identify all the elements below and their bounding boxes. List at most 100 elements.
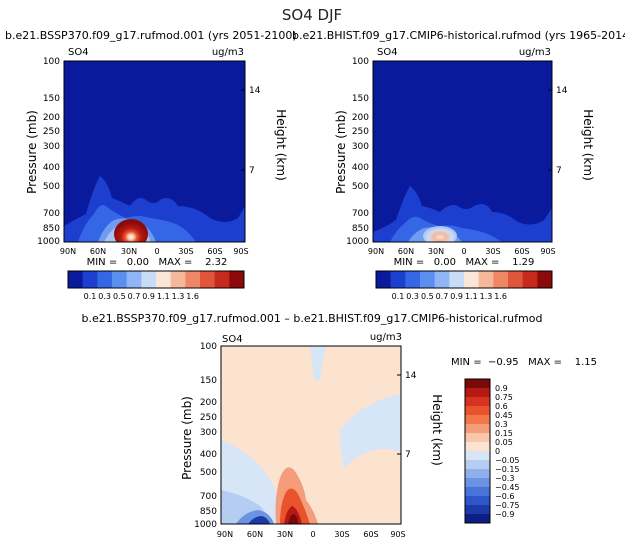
x-tick-label: 60S — [514, 247, 529, 256]
colorbar-label: 0 — [495, 447, 500, 456]
colorbar-label: 1.3 — [172, 292, 185, 301]
x-tick-label: 90S — [540, 247, 555, 256]
units-label: ug/m3 — [212, 47, 244, 58]
y-axis-right-label: Height (km) — [430, 394, 444, 465]
colorbar-swatch — [465, 388, 490, 398]
colorbar-label: 0.75 — [495, 393, 513, 402]
y-axis-height: 14 7 — [241, 86, 261, 176]
colorbar-label: 0.9 — [142, 292, 155, 301]
y-tick-label: 200 — [200, 398, 217, 408]
variable-label: SO4 — [222, 334, 243, 345]
heatmap-field — [64, 61, 245, 242]
x-tick-label: 90S — [233, 247, 248, 256]
colorbar-swatch — [465, 424, 490, 434]
colorbar-swatch — [465, 433, 490, 443]
colorbar-label: 0.05 — [495, 438, 513, 447]
colorbar-label: −0.05 — [495, 456, 520, 465]
y-tick-label: 700 — [200, 492, 217, 502]
colorbar-label: 0.6 — [495, 402, 508, 411]
y-axis-pressure: 100 150 200 250 300 400 500 700 850 1000 — [37, 57, 60, 247]
x-tick-label: 90S — [390, 530, 405, 539]
y-tick-label: 850 — [352, 224, 369, 234]
colorbar-swatch — [465, 442, 490, 452]
y-tick-label: 250 — [200, 413, 217, 423]
colorbar-swatch — [390, 271, 406, 288]
y-tick-label: 150 — [200, 376, 217, 386]
colorbar-swatch — [465, 397, 490, 407]
colorbar-swatch — [82, 271, 98, 288]
colorbar-label: 1.6 — [494, 292, 507, 301]
x-axis: 90N 60N 30N 0 30S 60S 90S — [368, 247, 556, 256]
contour-level-0.9 — [288, 514, 298, 524]
y-tick-label: 300 — [200, 428, 217, 438]
x-tick-label: 30N — [121, 247, 137, 256]
panel-title: b.e21.BHIST.f09_g17.CMIP6-historical.ruf… — [292, 29, 625, 42]
y-axis-height: 14 7 — [548, 86, 568, 176]
y-axis-right-label: Height (km) — [581, 109, 595, 180]
colorbar-label: 0.45 — [495, 411, 513, 420]
colorbar-swatch — [465, 379, 490, 389]
y-tick-label: 1000 — [194, 520, 217, 530]
colorbar-label: 0.9 — [495, 384, 508, 393]
y-tick-label: 100 — [43, 57, 60, 67]
x-tick-label: 0 — [154, 247, 159, 256]
variable-label: SO4 — [68, 47, 89, 58]
colorbar-label: 1.6 — [186, 292, 199, 301]
colorbar-swatch — [465, 451, 490, 461]
x-tick-label: 60S — [363, 530, 378, 539]
panel-difference: b.e21.BSSP370.f09_g17.rufmod.001 – b.e21… — [82, 312, 597, 539]
colorbar-label: 0.3 — [495, 420, 508, 429]
x-axis: 90N 60N 30N 0 30S 60S 90S — [217, 530, 406, 539]
x-tick-label: 90N — [368, 247, 384, 256]
height-tick-label: 14 — [249, 86, 261, 96]
colorbar-label: 0.5 — [421, 292, 434, 301]
y-tick-label: 150 — [43, 94, 60, 104]
x-tick-label: 90N — [217, 530, 233, 539]
x-tick-label: 60N — [398, 247, 414, 256]
colorbar-swatch — [465, 514, 490, 524]
colorbar-label: −0.45 — [495, 483, 520, 492]
y-tick-label: 1000 — [37, 237, 60, 247]
colorbar-swatch — [449, 271, 465, 288]
colorbar-swatch — [465, 406, 490, 416]
y-tick-label: 500 — [352, 182, 369, 192]
y-axis-label: Pressure (mb) — [334, 110, 348, 194]
y-axis-label: Pressure (mb) — [180, 396, 194, 480]
plot-frame — [372, 60, 553, 243]
colorbar-frame — [464, 378, 491, 524]
height-tick-label: 14 — [405, 371, 417, 381]
contour-level-neg0.05-right — [340, 394, 401, 470]
y-tick-label: 250 — [43, 127, 60, 137]
colorbar-label: −0.3 — [495, 474, 514, 483]
x-tick-label: 60S — [207, 247, 222, 256]
x-tick-label: 90N — [60, 247, 76, 256]
colorbar-swatch — [68, 271, 83, 288]
colorbar-swatch — [464, 271, 479, 288]
contour-level-neg0.6 — [248, 516, 270, 524]
y-tick-label: 300 — [43, 142, 60, 152]
contour-level-neg0.05-top — [310, 346, 326, 380]
y-axis-label: Pressure (mb) — [25, 110, 39, 194]
y-tick-label: 700 — [43, 209, 60, 219]
units-label: ug/m3 — [519, 47, 551, 58]
x-tick-label: 0 — [461, 247, 466, 256]
y-tick-label: 500 — [200, 468, 217, 478]
colorbar-label: 0.3 — [98, 292, 111, 301]
colorbar-swatch — [465, 415, 490, 425]
variable-label: SO4 — [377, 47, 398, 58]
colorbar-frame — [67, 270, 245, 289]
colorbar-swatch — [376, 271, 391, 288]
colorbar-swatch — [537, 271, 553, 288]
plot-frame — [220, 345, 402, 525]
plot-frame — [63, 60, 246, 243]
panel-title: b.e21.BSSP370.f09_g17.rufmod.001 – b.e21… — [82, 312, 543, 325]
colorbar-swatch — [156, 271, 171, 288]
colorbar-swatch — [126, 271, 142, 288]
min-max-label: MIN = 0.00 MAX = 1.29 — [394, 257, 535, 268]
colorbar-swatch — [465, 469, 490, 479]
colorbar-swatch — [170, 271, 186, 288]
colorbar: 0.1 0.3 0.5 0.7 0.9 1.1 1.3 1.6 — [375, 270, 553, 301]
colorbar-frame — [375, 270, 553, 289]
max-cell — [423, 226, 457, 242]
